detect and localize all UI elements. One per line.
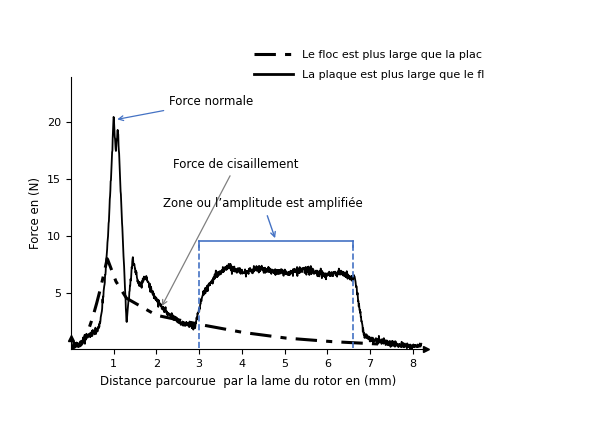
Text: Zone ou l’amplitude est amplifiée: Zone ou l’amplitude est amplifiée [163, 197, 363, 237]
Text: Force normale: Force normale [119, 95, 254, 121]
Y-axis label: Force en (N): Force en (N) [28, 177, 41, 249]
Text: Force de cisaillement: Force de cisaillement [163, 158, 299, 305]
Legend: Le floc est plus large que la plac, La plaque est plus large que le fl: Le floc est plus large que la plac, La p… [254, 49, 484, 80]
X-axis label: Distance parcourue  par la lame du rotor en (mm): Distance parcourue par la lame du rotor … [100, 374, 397, 388]
